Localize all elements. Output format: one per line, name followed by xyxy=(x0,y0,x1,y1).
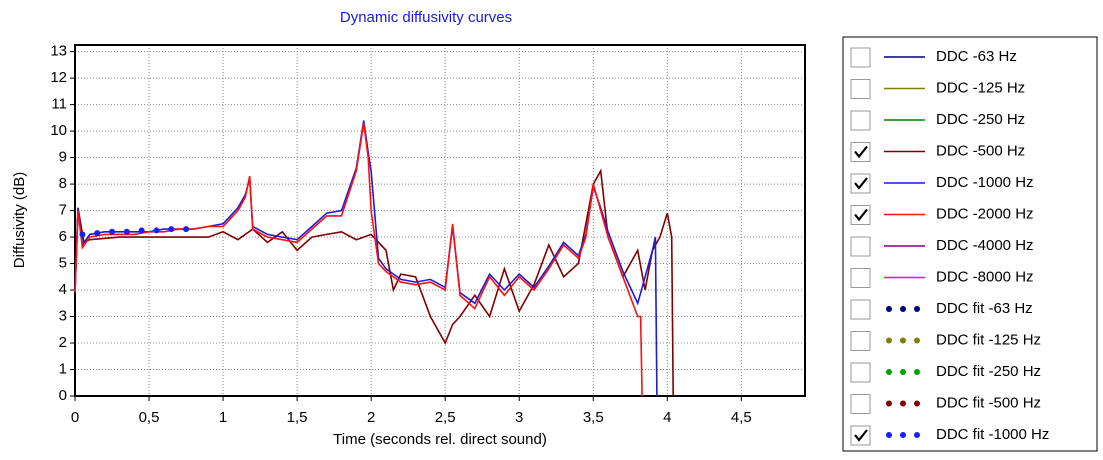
y-tick-label: 8 xyxy=(59,175,67,192)
legend-box xyxy=(842,36,1098,452)
legend-checkbox[interactable] xyxy=(850,79,871,99)
fit-dot xyxy=(183,226,190,233)
legend-dot xyxy=(914,400,920,407)
legend-dot xyxy=(886,432,892,438)
y-axis-label: Diffusivity (dB) xyxy=(11,172,28,268)
legend-checkbox[interactable] xyxy=(850,205,871,225)
y-tick-label: 2 xyxy=(59,334,67,351)
x-tick-label: 2,5 xyxy=(435,409,456,426)
legend-dot xyxy=(900,337,906,344)
x-tick-label: 1 xyxy=(219,409,227,426)
legend-checkbox[interactable] xyxy=(850,299,871,320)
y-tick-label: 6 xyxy=(59,228,67,245)
legend-label: DDC fit -63 Hz xyxy=(936,300,1033,317)
series-line xyxy=(74,122,643,397)
x-tick-label: 3 xyxy=(515,409,523,426)
x-tick-label: 4 xyxy=(663,409,671,426)
fit-dot xyxy=(123,228,130,235)
legend-dot xyxy=(886,400,892,407)
legend-dot xyxy=(914,306,920,312)
legend-label: DDC -125 Hz xyxy=(936,79,1025,96)
legend-dot xyxy=(914,369,920,375)
y-tick-label: 12 xyxy=(50,69,67,86)
y-tick-label: 7 xyxy=(59,202,67,219)
x-tick-label: 4,5 xyxy=(731,409,752,426)
legend-checkbox[interactable] xyxy=(850,47,871,68)
legend-label: DDC fit -125 Hz xyxy=(936,331,1041,348)
chart-title: Dynamic diffusivity curves xyxy=(340,9,512,26)
legend-label: DDC -250 Hz xyxy=(936,111,1025,128)
x-axis-label: Time (seconds rel. direct sound) xyxy=(333,431,547,448)
y-tick-label: 13 xyxy=(50,43,67,60)
fit-dot xyxy=(94,230,101,237)
legend-checkbox[interactable] xyxy=(850,394,871,414)
y-tick-label: 5 xyxy=(59,255,67,272)
legend-label: DDC -8000 Hz xyxy=(936,268,1034,285)
checkmark xyxy=(854,429,868,442)
legend-label: DDC -500 Hz xyxy=(936,142,1025,159)
fit-dot xyxy=(153,227,160,234)
legend-checkbox[interactable] xyxy=(850,425,871,446)
y-tick-label: 1 xyxy=(59,360,67,377)
y-tick-label: 0 xyxy=(59,387,67,404)
y-tick-label: 10 xyxy=(50,122,67,139)
y-tick-label: 4 xyxy=(59,281,67,298)
legend-checkbox[interactable] xyxy=(850,142,871,162)
y-tick-label: 3 xyxy=(59,307,67,324)
fit-dot xyxy=(168,226,175,233)
plot-frame xyxy=(74,44,806,397)
x-tick-label: 3,5 xyxy=(583,409,604,426)
legend-dot xyxy=(900,306,906,312)
checkmark xyxy=(854,177,868,190)
legend-label: DDC fit -1000 Hz xyxy=(936,426,1049,443)
legend-checkbox[interactable] xyxy=(850,362,871,383)
legend-label: DDC -2000 Hz xyxy=(936,205,1034,222)
legend-label: DDC -63 Hz xyxy=(936,48,1017,65)
y-tick-label: 11 xyxy=(51,96,67,113)
checkmark xyxy=(854,145,868,159)
legend-checkbox[interactable] xyxy=(850,268,871,288)
legend-checkbox[interactable] xyxy=(850,331,871,351)
legend-dot xyxy=(900,432,906,438)
legend-label: DDC -4000 Hz xyxy=(936,237,1034,254)
legend-label: DDC -1000 Hz xyxy=(936,174,1034,191)
fit-dot xyxy=(79,231,86,238)
x-tick-label: 1,5 xyxy=(287,409,308,426)
legend-label: DDC fit -250 Hz xyxy=(936,363,1041,380)
x-tick-label: 2 xyxy=(367,409,375,426)
legend-checkbox[interactable] xyxy=(850,236,871,257)
fit-dot xyxy=(138,227,145,234)
legend-dot xyxy=(886,369,892,375)
fit-dot xyxy=(109,228,116,235)
x-tick-label: 0,5 xyxy=(139,409,160,426)
legend-checkbox[interactable] xyxy=(850,173,871,194)
legend-dot xyxy=(886,337,892,344)
legend-dot xyxy=(914,337,920,344)
legend-dot xyxy=(900,369,906,375)
x-tick-label: 0 xyxy=(71,409,79,426)
series-line xyxy=(74,120,658,397)
legend-checkbox[interactable] xyxy=(850,110,871,131)
legend-label: DDC fit -500 Hz xyxy=(936,394,1041,411)
checkmark xyxy=(854,208,868,222)
legend-dot xyxy=(886,306,892,312)
legend-dot xyxy=(900,400,906,407)
y-tick-label: 9 xyxy=(59,149,67,166)
legend-dot xyxy=(914,432,920,438)
